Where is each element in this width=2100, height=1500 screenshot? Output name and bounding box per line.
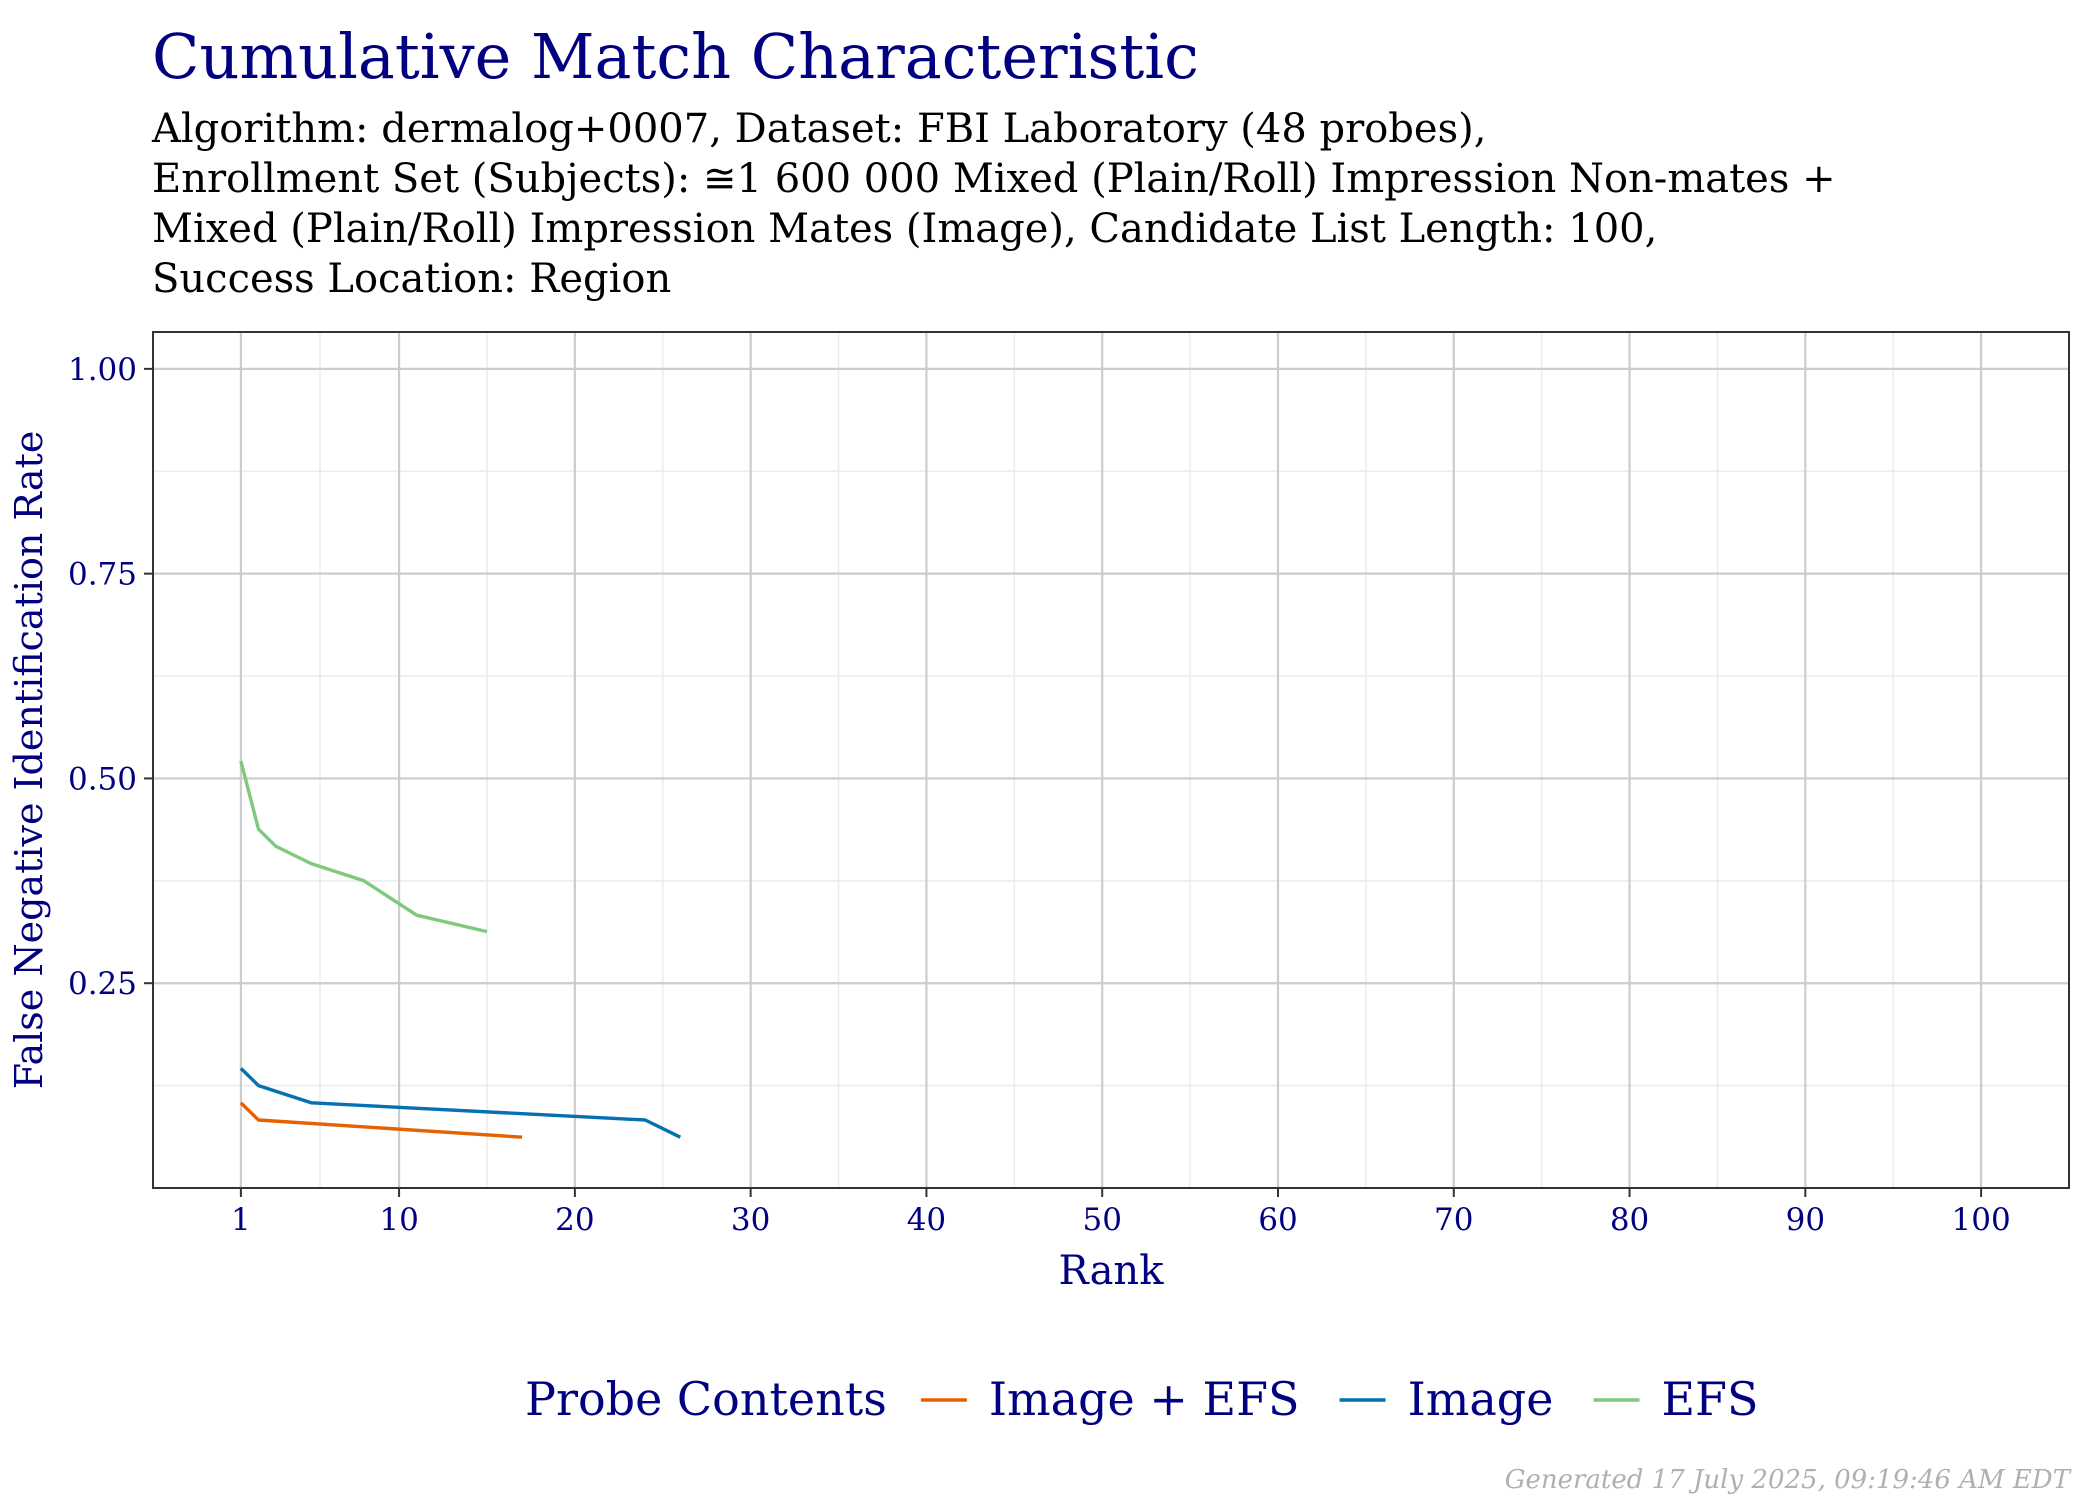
generated-timestamp: Generated 17 July 2025, 09:19:46 AM EDT [1504, 1465, 2070, 1495]
subtitle-line-4: Success Location: Region [152, 256, 672, 302]
x-tick-label: 50 [1082, 1202, 1121, 1238]
x-tick-label: 60 [1258, 1202, 1297, 1238]
subtitle-line-1: Algorithm: dermalog+0007, Dataset: FBI L… [152, 106, 1487, 152]
plot-panel-border [152, 331, 2070, 1189]
x-axis: 1 10 20 30 40 50 60 70 80 90 100 [231, 1188, 2011, 1238]
legend-label-image: Image [1408, 1372, 1554, 1426]
subtitle-line-2: Enrollment Set (Subjects): ≅1 600 000 Mi… [152, 156, 1836, 202]
x-tick-label: 90 [1786, 1202, 1825, 1238]
x-tick-label: 1 [231, 1202, 251, 1238]
y-tick-label: 0.50 [68, 761, 137, 797]
x-tick-label: 20 [555, 1202, 594, 1238]
y-axis: 0.25 0.50 0.75 1.00 [68, 352, 153, 1002]
x-tick-label: 10 [379, 1202, 418, 1238]
series-line-image [239, 1067, 682, 1139]
y-tick-label: 1.00 [68, 352, 137, 388]
x-tick-label: 80 [1610, 1202, 1649, 1238]
chart-title: Cumulative Match Characteristic [152, 20, 1199, 93]
minor-gridlines [153, 332, 2069, 1188]
legend-title: Probe Contents [525, 1372, 887, 1426]
series-lines [239, 760, 682, 1139]
subtitle-line-3: Mixed (Plain/Roll) Impression Mates (Ima… [152, 206, 1658, 252]
y-axis-label: False Negative Identification Rate [7, 431, 51, 1090]
legend-label-image-efs: Image + EFS [989, 1372, 1300, 1426]
x-axis-label: Rank [1059, 1248, 1165, 1294]
major-gridlines [153, 332, 2069, 1188]
x-tick-label: 100 [1952, 1202, 2011, 1238]
y-tick-label: 0.25 [68, 966, 137, 1002]
legend: Probe Contents Image + EFS Image EFS [525, 1372, 1758, 1426]
x-tick-label: 70 [1434, 1202, 1473, 1238]
series-line-efs [239, 760, 488, 934]
legend-label-efs: EFS [1661, 1372, 1758, 1426]
x-tick-label: 40 [907, 1202, 946, 1238]
x-tick-label: 30 [731, 1202, 770, 1238]
series-line-image-efs [239, 1101, 523, 1139]
y-tick-label: 0.75 [68, 557, 137, 593]
chart-subtitle: Algorithm: dermalog+0007, Dataset: FBI L… [152, 104, 1836, 304]
